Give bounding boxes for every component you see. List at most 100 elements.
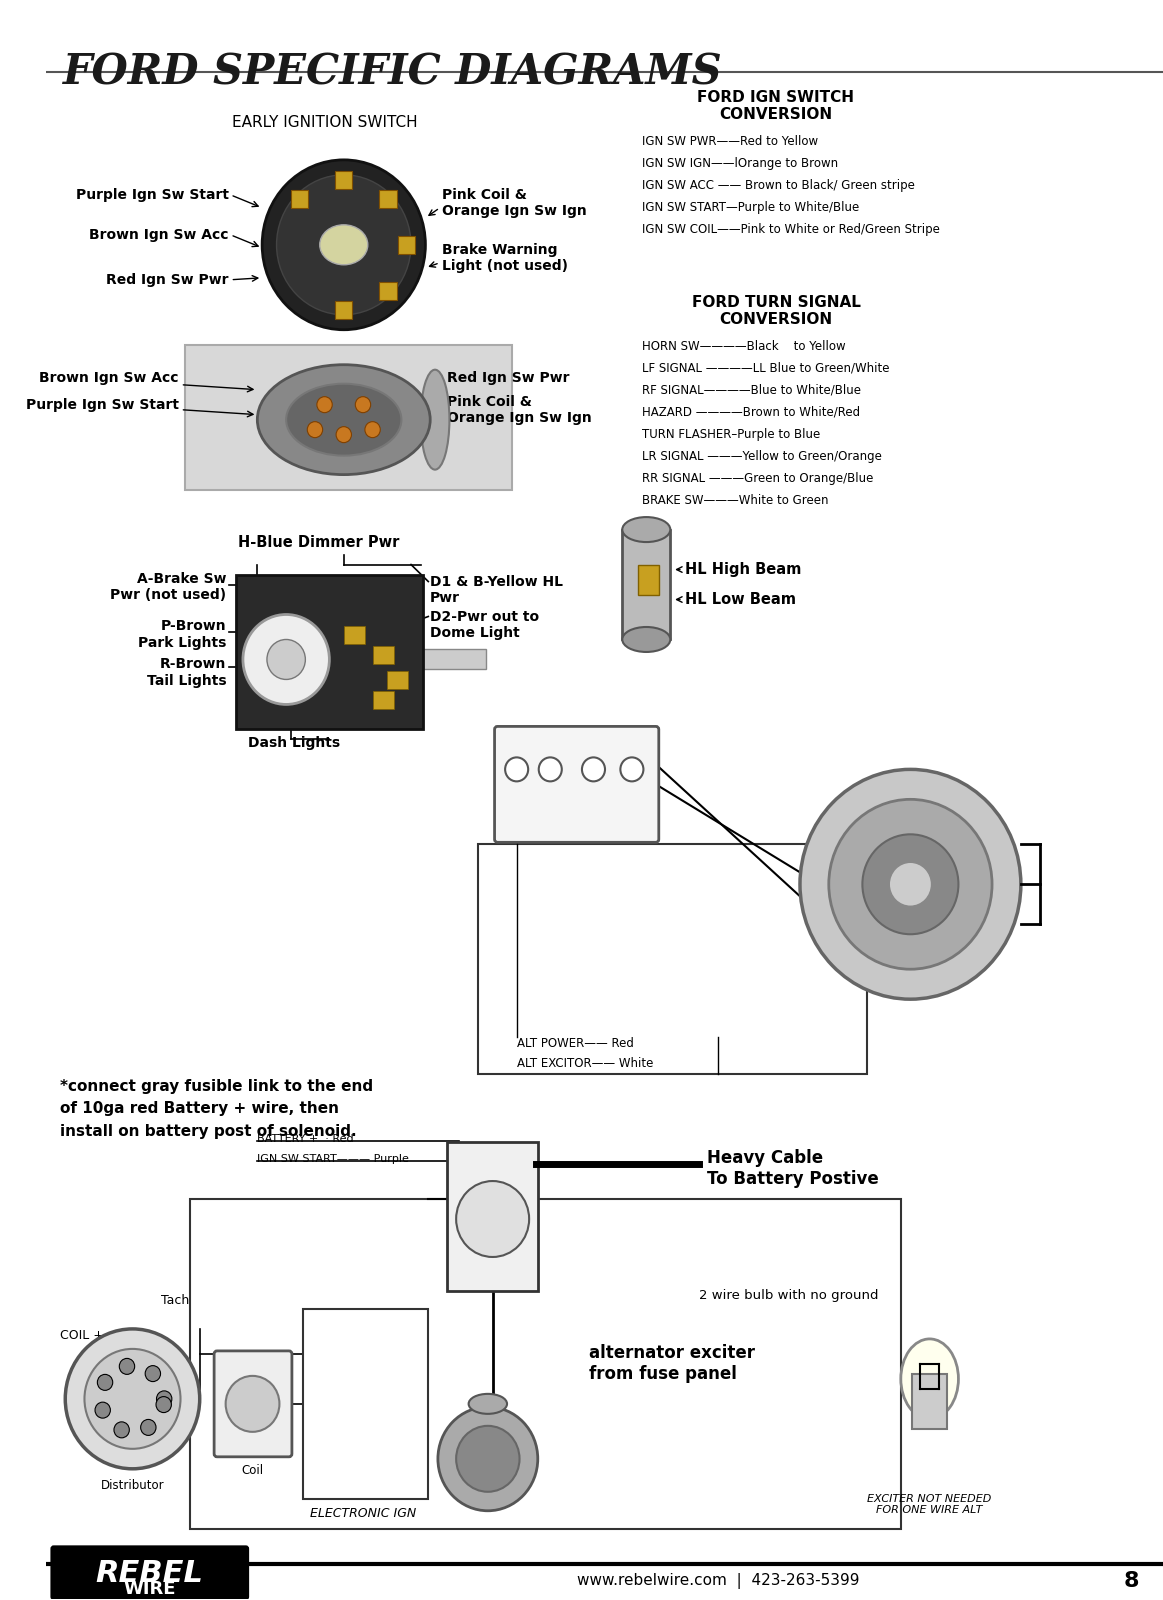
Text: ELECTRONIC IGN: ELECTRONIC IGN (309, 1507, 416, 1520)
Circle shape (456, 1426, 520, 1491)
Text: P-Brown
Park Lights: P-Brown Park Lights (138, 619, 227, 650)
Text: White: White (313, 1330, 349, 1342)
Text: ALT POWER—— Red: ALT POWER—— Red (516, 1037, 634, 1050)
Circle shape (85, 1349, 180, 1450)
Ellipse shape (286, 384, 401, 456)
Text: 8: 8 (1123, 1571, 1139, 1590)
Ellipse shape (257, 365, 430, 475)
Circle shape (156, 1397, 171, 1413)
Text: Red: Red (313, 1355, 337, 1370)
Circle shape (356, 397, 371, 413)
Circle shape (141, 1419, 156, 1435)
Circle shape (243, 614, 329, 704)
Text: IGN SW IGN——lOrange to Brown: IGN SW IGN——lOrange to Brown (642, 157, 837, 170)
Text: IGN SW START——— Purple: IGN SW START——— Purple (257, 1154, 409, 1165)
Ellipse shape (469, 1394, 507, 1414)
Circle shape (890, 862, 932, 906)
Text: Purple Ign Sw Start: Purple Ign Sw Start (26, 398, 179, 411)
Text: Red Ign Sw Pwr: Red Ign Sw Pwr (448, 371, 570, 384)
Text: Heavy Cable
To Battery Postive: Heavy Cable To Battery Postive (707, 1149, 878, 1187)
Text: Regulator: Regulator (542, 827, 612, 840)
Text: Red Ign Sw Pwr: Red Ign Sw Pwr (106, 272, 228, 286)
FancyBboxPatch shape (494, 726, 658, 842)
Circle shape (267, 640, 306, 680)
Circle shape (114, 1422, 129, 1438)
Text: COIL + – Pink: COIL + – Pink (60, 1330, 144, 1342)
Text: LR SIGNAL ———Yellow to Green/Orange: LR SIGNAL ———Yellow to Green/Orange (642, 450, 882, 462)
Text: H-Blue Dimmer Pwr: H-Blue Dimmer Pwr (238, 534, 400, 549)
Text: Coil: Coil (242, 1464, 264, 1477)
Text: 2 wire bulb with no ground: 2 wire bulb with no ground (699, 1290, 878, 1302)
Text: RR SIGNAL ———Green to Orange/Blue: RR SIGNAL ———Green to Orange/Blue (642, 472, 873, 485)
FancyBboxPatch shape (448, 1142, 537, 1291)
Text: HL High Beam: HL High Beam (685, 562, 801, 578)
Bar (423, 650, 486, 669)
Text: Green: Green (313, 1382, 351, 1395)
Bar (398, 235, 415, 254)
Circle shape (336, 427, 351, 443)
Circle shape (829, 800, 992, 970)
Circle shape (157, 1390, 172, 1406)
Text: D1 & B-Yellow HL
Pwr: D1 & B-Yellow HL Pwr (430, 574, 563, 605)
Bar (335, 301, 352, 318)
Circle shape (145, 1366, 160, 1381)
Circle shape (863, 834, 958, 934)
Text: D2-Pwr out to
Dome Light: D2-Pwr out to Dome Light (430, 610, 540, 640)
Circle shape (800, 770, 1021, 998)
Bar (236, 574, 423, 730)
Text: I  A  S  F: I A S F (535, 805, 619, 818)
Circle shape (365, 422, 380, 438)
Text: FORD IGN SWITCH
CONVERSION: FORD IGN SWITCH CONVERSION (698, 90, 855, 122)
Text: REBEL: REBEL (95, 1560, 204, 1589)
Text: BATTERY +  · Red: BATTERY + · Red (257, 1134, 354, 1144)
Bar (304, 1309, 428, 1499)
Text: EARLY IGNITION SWITCH: EARLY IGNITION SWITCH (231, 115, 418, 130)
Text: FORD TURN SIGNAL
CONVERSION: FORD TURN SIGNAL CONVERSION (692, 294, 861, 326)
Circle shape (98, 1374, 113, 1390)
Circle shape (65, 1330, 200, 1469)
Text: HORN SW————Black    to Yellow: HORN SW————Black to Yellow (642, 339, 846, 352)
Circle shape (316, 397, 333, 413)
Text: A-Brake Sw
Pwr (not used): A-Brake Sw Pwr (not used) (110, 571, 227, 602)
Text: www.rebelwire.com  |  423-263-5399: www.rebelwire.com | 423-263-5399 (577, 1573, 859, 1589)
Text: TURN FLASHER–Purple to Blue: TURN FLASHER–Purple to Blue (642, 427, 820, 440)
Circle shape (538, 757, 562, 781)
Text: Pink Coil &
Orange Ign Sw Ign: Pink Coil & Orange Ign Sw Ign (442, 187, 586, 218)
Text: Distributor: Distributor (101, 1478, 164, 1491)
Text: Tach: Tach (162, 1294, 190, 1307)
Text: Brake Warning
Light (not used): Brake Warning Light (not used) (442, 243, 568, 274)
Text: R-Brown
Tail Lights: R-Brown Tail Lights (147, 658, 227, 688)
Text: LF SIGNAL ————LL Blue to Green/White: LF SIGNAL ————LL Blue to Green/White (642, 362, 889, 374)
Bar (622, 530, 670, 640)
FancyBboxPatch shape (214, 1350, 292, 1458)
Bar (912, 1374, 947, 1429)
Ellipse shape (622, 517, 670, 542)
Text: IGN SW START—Purple to White/Blue: IGN SW START—Purple to White/Blue (642, 202, 858, 214)
Bar (344, 627, 365, 645)
Circle shape (226, 1376, 279, 1432)
Text: alternator exciter
from fuse panel: alternator exciter from fuse panel (588, 1344, 755, 1382)
Bar (637, 565, 658, 595)
Text: BRAKE SW———White to Green: BRAKE SW———White to Green (642, 493, 828, 507)
Text: Orange: Orange (313, 1410, 359, 1422)
Text: HL Low Beam: HL Low Beam (685, 592, 795, 606)
Bar (372, 646, 394, 664)
Text: *connect gray fusible link to the end
of 10ga red Battery + wire, then
install o: *connect gray fusible link to the end of… (60, 1078, 373, 1139)
Text: I-Brown
Dash Lights: I-Brown Dash Lights (248, 720, 340, 750)
Text: Brown Ign Sw Acc: Brown Ign Sw Acc (90, 227, 228, 242)
FancyBboxPatch shape (52, 1547, 248, 1598)
Text: WIRE: WIRE (123, 1579, 176, 1598)
Circle shape (438, 1406, 537, 1510)
Ellipse shape (421, 370, 449, 470)
Circle shape (582, 757, 605, 781)
Bar (379, 190, 397, 208)
Text: IGN SW ACC —— Brown to Black/ Green stripe: IGN SW ACC —— Brown to Black/ Green stri… (642, 179, 914, 192)
Text: Purple: Purple (313, 1437, 352, 1450)
Bar (478, 845, 868, 1074)
Circle shape (95, 1402, 110, 1418)
Text: IGN SW PWR——Red to Yellow: IGN SW PWR——Red to Yellow (642, 134, 818, 147)
Bar (387, 672, 408, 690)
Text: FORD SPECIFIC DIAGRAMS: FORD SPECIFIC DIAGRAMS (63, 51, 723, 94)
Text: Black: Black (313, 1464, 348, 1477)
Text: RF SIGNAL————Blue to White/Blue: RF SIGNAL————Blue to White/Blue (642, 384, 861, 397)
